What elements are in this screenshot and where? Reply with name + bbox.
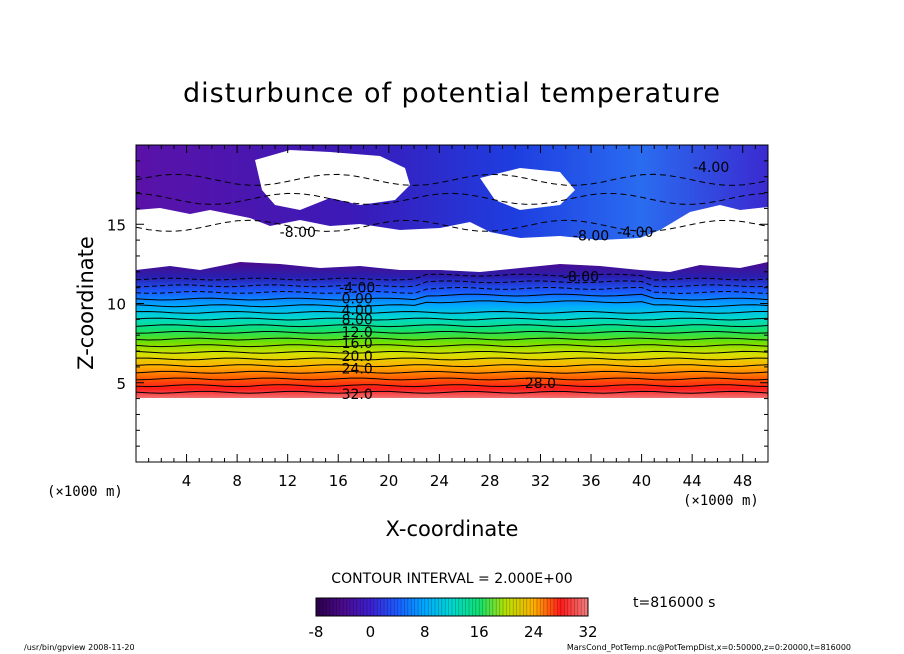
y-tick-label: 5	[116, 375, 126, 393]
colorbar	[315, 597, 589, 617]
y-axis-label: Z-coordinate	[74, 236, 98, 370]
contour-line	[136, 377, 768, 381]
x-tick-label: 24	[430, 472, 449, 490]
colorbar-tick-label: 0	[366, 623, 376, 641]
contour-line	[136, 324, 768, 328]
y-tick-label: 15	[107, 216, 126, 234]
white-gap	[255, 150, 410, 210]
x-tick-label: 8	[232, 472, 242, 490]
contour-label: 12.0	[342, 325, 373, 341]
contour-line	[136, 350, 768, 354]
x-tick-label: 44	[683, 472, 702, 490]
contour-label: -4.00	[339, 281, 375, 297]
white-gap	[480, 168, 575, 210]
contour-label: 24.0	[342, 361, 373, 377]
contour-line	[136, 370, 768, 374]
colorbar-tick-label: -8	[309, 623, 324, 641]
contour-line	[136, 280, 768, 288]
colorbar-ticks: -8 0 8 16 24 32	[309, 623, 598, 641]
colorbar-tick-label: 24	[524, 623, 543, 641]
time-stamp: t=816000 s	[633, 595, 715, 611]
colorbar-tick-label: 32	[578, 623, 597, 641]
contour-label: -8.00	[563, 270, 599, 286]
contour-label: -4.00	[617, 225, 653, 241]
contour-lines	[136, 173, 768, 394]
x-tick-label: 4	[182, 472, 192, 490]
x-axis: 4 8 12 16 20 24 28 32 36 40 44 48	[148, 145, 756, 490]
x-tick-label: 36	[581, 472, 600, 490]
y-axis: 5 10 15	[107, 160, 768, 447]
plot-area	[136, 145, 768, 398]
chart-title: disturbunce of potential temperature	[183, 78, 721, 109]
x-tick-label: 20	[379, 472, 398, 490]
footer-left: /usr/bin/gpview 2008-11-20	[24, 643, 135, 652]
contour-label: 16.0	[342, 336, 373, 352]
contour-line	[136, 384, 768, 388]
colorbar-tick-label: 16	[470, 623, 489, 641]
contour-interval: CONTOUR INTERVAL = 2.000E+00	[331, 571, 572, 587]
contour-label: 4.00	[342, 303, 373, 319]
contour-label: 8.00	[342, 312, 373, 328]
contour-label: -4.00	[693, 160, 729, 176]
contour-label: 28.0	[525, 376, 556, 392]
contour-line	[136, 344, 768, 348]
white-band	[136, 214, 768, 272]
x-tick-label: 12	[278, 472, 297, 490]
x-tick-label: 16	[329, 472, 348, 490]
contour-line	[136, 364, 768, 368]
x-tick-label: 32	[531, 472, 550, 490]
contour-line	[136, 219, 768, 232]
x-unit-left: (×1000 m)	[47, 484, 123, 500]
contour-line	[136, 286, 768, 294]
x-tick-label: 28	[480, 472, 499, 490]
footer-right: MarsCond_PotTemp.nc@PotTempDist,x=0:5000…	[567, 643, 851, 652]
contour-label: -8.00	[573, 228, 609, 244]
contour-line	[136, 300, 768, 308]
contour-line	[136, 273, 768, 281]
contour-line	[136, 173, 768, 186]
x-unit-right: (×1000 m)	[683, 493, 759, 509]
contour-line	[136, 390, 768, 394]
contour-label: 0.00	[342, 292, 373, 308]
contour-line	[136, 357, 768, 361]
contour-line	[136, 337, 768, 341]
colorbar-stripes	[319, 598, 585, 616]
colorbar-tick-label: 8	[420, 623, 430, 641]
contour-labels: -4.00-8.00 -8.00 -4.00-8.00-4.000.004.008.…	[280, 160, 730, 403]
contour-label: -8.00	[280, 225, 316, 241]
contour-label: 20.0	[342, 349, 373, 365]
contour-line	[136, 310, 768, 314]
contour-label: 32.0	[342, 387, 373, 403]
x-tick-label: 48	[733, 472, 752, 490]
y-tick-label: 10	[107, 296, 126, 314]
contour-line	[136, 293, 768, 301]
x-tick-label: 40	[632, 472, 651, 490]
contour-line	[136, 331, 768, 334]
contour-line	[136, 317, 768, 321]
contour-line	[136, 192, 768, 205]
x-axis-label: X-coordinate	[386, 517, 519, 541]
